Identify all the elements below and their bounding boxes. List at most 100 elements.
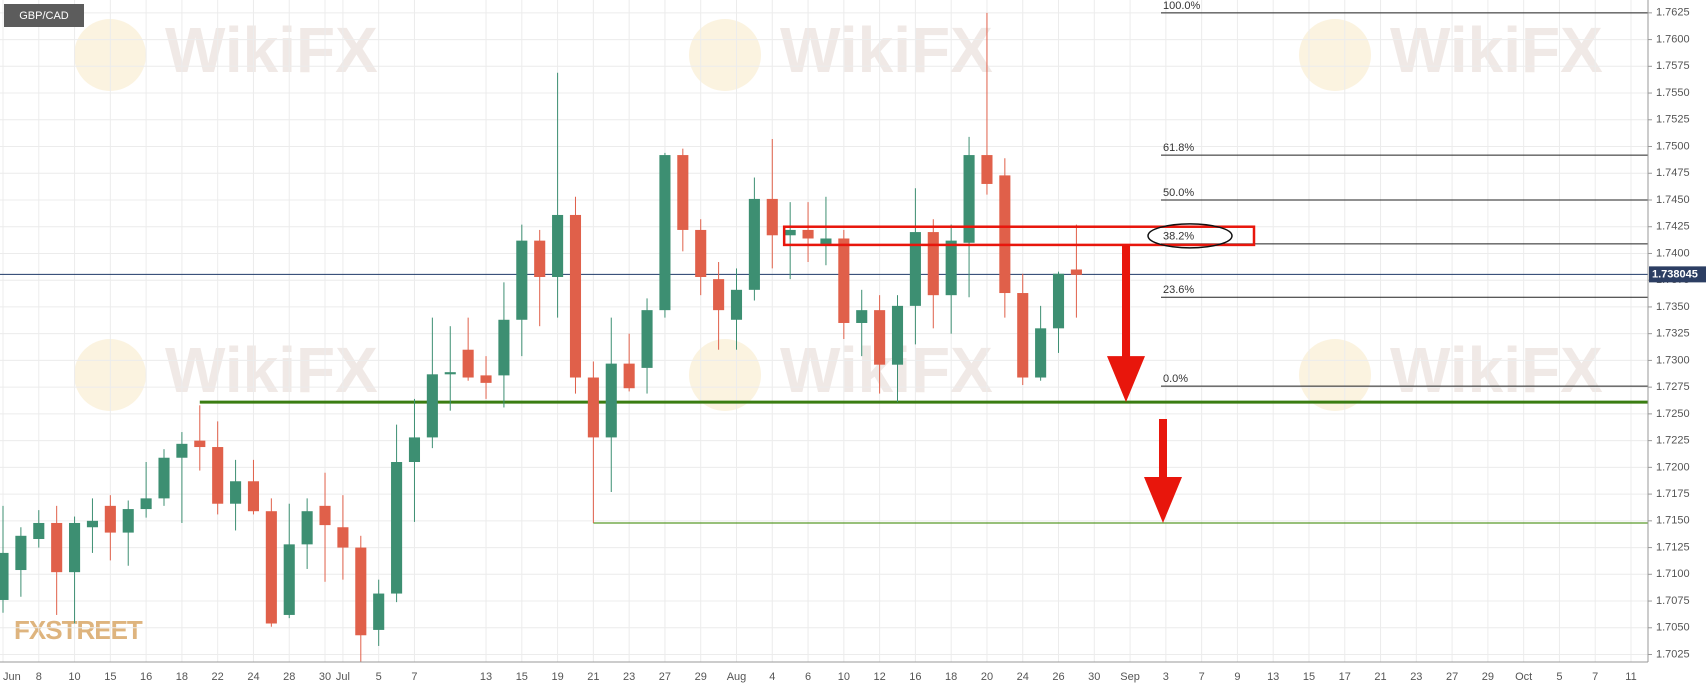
fib-label: 61.8% [1163,142,1194,154]
y-tick-label: 1.7550 [1656,87,1690,99]
candle-body [69,522,81,573]
candle-body [212,447,224,504]
brand-logo: FXSTREET [14,615,143,645]
watermark: WikiFX [1390,334,1603,406]
candle-body [444,372,456,375]
x-tick-label: 28 [283,671,295,683]
arrow [1107,244,1145,403]
candle-body [0,552,9,600]
candle-body [695,229,707,277]
candle-body [909,232,921,306]
x-tick-label: 18 [176,671,188,683]
x-tick-label: 16 [140,671,152,683]
candle-body [516,240,528,320]
candle-body [802,229,814,239]
candle-body [891,305,904,365]
candle-body [1070,269,1082,275]
candle-body [301,511,313,545]
y-tick-label: 1.7525 [1656,114,1690,126]
candle-body [713,279,725,311]
x-tick-label: 24 [1017,671,1029,683]
x-tick-label: 12 [873,671,885,683]
candle-body [337,527,349,548]
watermark-logo [1299,339,1371,411]
y-tick-label: 1.7450 [1656,194,1690,206]
candle-body [677,155,689,230]
y-tick-label: 1.7075 [1656,595,1690,607]
candle-body [247,481,260,512]
candle-body [623,363,635,389]
candle-body [766,198,778,236]
y-tick-label: 1.7625 [1656,7,1690,19]
candle-body [945,240,957,296]
x-tick-label: 27 [659,671,671,683]
candle-body [569,214,582,378]
x-tick-label: 11 [1625,671,1636,683]
candle-body [355,547,367,636]
candle-body [1017,293,1029,378]
candle-body [122,509,134,533]
fib-label: 23.6% [1163,284,1194,296]
candle-body [51,522,63,573]
candle-body [730,289,743,320]
x-tick-label: 16 [909,671,921,683]
candle-body [194,440,206,448]
x-tick-label: 5 [376,671,382,683]
x-tick-label: Sep [1120,671,1140,683]
annotations [782,223,1256,523]
x-tick-label: 13 [480,671,492,683]
highlight-zone [782,225,1256,247]
y-tick-label: 1.7100 [1656,568,1690,580]
x-tick-label: 30 [319,671,331,683]
candle-body [86,520,98,528]
y-tick-label: 1.7175 [1656,488,1690,500]
y-tick-label: 1.7325 [1656,328,1690,340]
x-tick-label: Jun [3,671,21,683]
candle-body [927,232,939,296]
candle-body [426,374,438,438]
watermark-logo [689,19,761,91]
candle-body [265,511,277,624]
x-tick-label: 7 [411,671,417,683]
last-price-box [1649,266,1706,283]
x-tick-label: 6 [805,671,811,683]
candle-body [15,535,27,571]
candle-body [408,437,421,463]
x-tick-label: 17 [1339,671,1351,683]
candle-body [820,238,832,246]
y-tick-label: 1.7275 [1656,381,1690,393]
y-tick-label: 1.7150 [1656,515,1690,527]
x-tick-label: 29 [1482,671,1494,683]
candle-body [283,544,295,615]
candle-body [33,522,45,540]
watermark: WikiFX [165,14,378,86]
x-tick-label: 5 [1556,671,1562,683]
watermark: WikiFX [165,334,378,406]
candle-body [104,505,116,533]
y-tick-label: 1.7050 [1656,622,1690,634]
x-tick-label: 23 [623,671,635,683]
x-tick-label: 10 [68,671,80,683]
last-price-label: 1.738045 [1652,268,1698,280]
candle-body [498,319,510,376]
y-tick-label: 1.7250 [1656,408,1690,420]
x-tick-label: 7 [1199,671,1205,683]
x-tick-label: 18 [945,671,957,683]
watermark-logo [689,339,761,411]
x-tick-label: 23 [1410,671,1422,683]
candle-body [641,310,653,368]
candle-body [981,155,993,184]
candle-body [587,377,599,438]
x-tick-label: 27 [1446,671,1458,683]
x-tick-label: 21 [1374,671,1386,683]
candle-body [784,229,796,236]
candle-body [856,310,868,323]
candle-body [874,310,886,365]
y-tick-label: 1.7125 [1656,541,1690,553]
candles [0,12,1082,662]
watermark-logo [1299,19,1371,91]
y-tick-label: 1.7200 [1656,461,1690,473]
x-tick-label: 26 [1052,671,1064,683]
y-tick-label: 1.7350 [1656,301,1690,313]
